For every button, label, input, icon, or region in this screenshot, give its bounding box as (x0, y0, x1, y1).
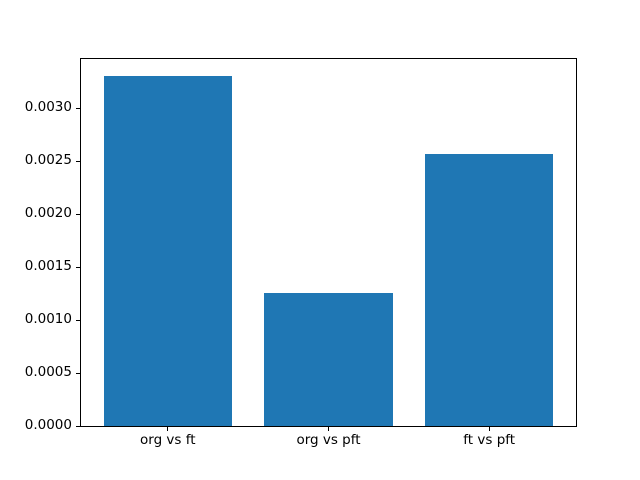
bar-ft-vs-pft (424, 153, 554, 426)
x-tick-mark (328, 427, 329, 431)
y-tick-mark (76, 213, 80, 215)
x-tick-mark (167, 427, 169, 431)
y-tick-mark (76, 107, 80, 109)
plot-area (80, 58, 577, 427)
y-tick-label: 0.0015 (24, 258, 72, 275)
x-tick-mark (488, 427, 490, 431)
y-tick-label: 0.0005 (24, 364, 72, 381)
bar-org-vs-ft (103, 76, 233, 426)
x-tick-label: org vs ft (140, 432, 196, 448)
y-tick-label: 0.0025 (24, 152, 72, 169)
y-tick-label: 0.0010 (24, 311, 72, 328)
x-tick-label: ft vs pft (463, 432, 516, 448)
y-tick-mark (76, 160, 80, 162)
y-tick-mark (76, 319, 80, 321)
x-tick-label: org vs pft (296, 432, 361, 448)
y-tick-label: 0.0000 (24, 417, 72, 433)
bar-org-vs-pft (264, 292, 393, 426)
y-tick-mark (76, 372, 80, 374)
y-tick-mark (76, 266, 80, 268)
y-tick-mark (76, 425, 80, 427)
y-tick-label: 0.0030 (24, 99, 72, 116)
y-tick-label: 0.0020 (24, 205, 72, 222)
